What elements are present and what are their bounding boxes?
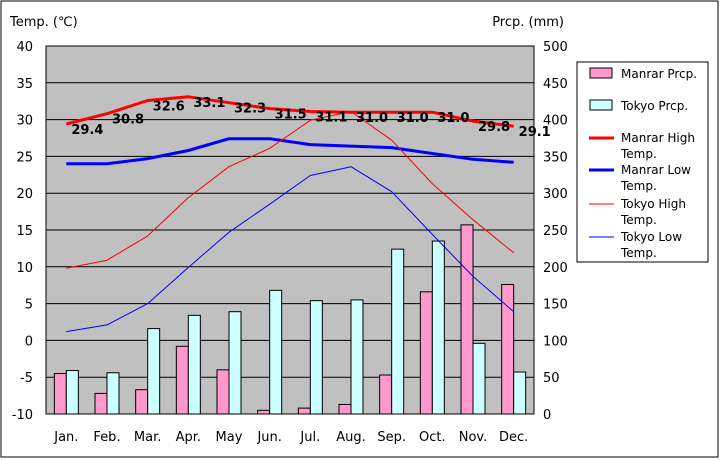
left-tick-label: -5 (20, 371, 33, 386)
tokyo-prcp-bar (431, 240, 445, 415)
manrar-high-data-label: 31.0 (397, 111, 429, 126)
legend-label: Manrar Low (621, 163, 691, 177)
manrar-high-data-label: 29.4 (71, 123, 103, 138)
x-tick-label: Mar. (134, 430, 161, 445)
manrar-low-temp-line (66, 137, 514, 166)
tokyo-prcp-bar (187, 314, 201, 415)
right-tick-label: 200 (543, 261, 568, 276)
temperature-lines (65, 95, 515, 333)
x-tick-label: Jan. (53, 430, 78, 445)
legend-swatch (589, 99, 613, 111)
left-tick-label: 10 (16, 261, 33, 276)
legend-label: Tokyo Low (620, 230, 682, 244)
x-tick-label: May (216, 430, 243, 445)
right-tick-label: 400 (543, 114, 568, 129)
legend-swatch (589, 67, 613, 79)
x-axis-ticks: Jan. Feb. Mar. Apr. May Jun. Jul. Aug. Sep. Oct. N… (53, 430, 528, 445)
tokyo-prcp-bar (309, 300, 323, 415)
left-axis-title: Temp. (℃) (9, 15, 78, 30)
x-tick-label: Feb. (93, 430, 120, 445)
data-labels: 29.4 30.8 32.6 33.1 32.3 31.5 31.1 31.0 31.0 31.0… (71, 96, 550, 140)
left-tick-label: 25 (16, 150, 33, 165)
manrar-high-data-label: 31.0 (356, 111, 388, 126)
manrar-prcp-bar (338, 403, 352, 415)
manrar-high-data-label: 32.3 (234, 102, 266, 117)
right-tick-label: 300 (543, 187, 568, 202)
left-tick-label: 15 (16, 224, 33, 239)
x-tick-label: Dec. (499, 430, 528, 445)
manrar-prcp-bar (297, 407, 311, 415)
manrar-high-data-label: 31.5 (275, 108, 307, 123)
legend-label: Temp. (620, 147, 657, 161)
legend-label: Manrar Prcp. (621, 67, 697, 81)
legend-label: Temp. (620, 213, 657, 227)
manrar-prcp-bar (419, 291, 433, 415)
left-tick-label: 20 (16, 187, 33, 202)
legend-label: Temp. (620, 246, 657, 260)
right-tick-label: 250 (543, 224, 568, 239)
manrar-high-data-label: 29.8 (478, 120, 510, 135)
manrar-high-data-label: 29.1 (519, 125, 551, 140)
plot-frame (45, 45, 535, 415)
left-tick-label: 30 (16, 114, 33, 129)
manrar-prcp-bar (135, 389, 149, 415)
tokyo-prcp-bar (513, 371, 527, 415)
x-tick-label: Oct. (419, 430, 446, 445)
right-tick-label: 50 (543, 371, 560, 386)
manrar-high-data-label: 32.6 (153, 99, 185, 114)
x-tick-label: Aug. (336, 430, 366, 445)
right-tick-label: 500 (543, 40, 568, 55)
manrar-prcp-bar (94, 392, 108, 415)
right-tick-label: 350 (543, 150, 568, 165)
right-tick-label: 100 (543, 334, 568, 349)
tokyo-prcp-bar (147, 328, 161, 415)
x-tick-label: Apr. (176, 430, 201, 445)
manrar-prcp-bar (379, 374, 393, 415)
left-tick-label: -10 (12, 408, 33, 423)
legend-label: Tokyo High (620, 197, 686, 211)
legend: Manrar Prcp. Tokyo Prcp. Manrar High Temp. M… (589, 67, 697, 260)
right-tick-label: 0 (543, 408, 551, 423)
manrar-high-data-label: 31.0 (437, 111, 469, 126)
manrar-high-temp-line (65, 95, 514, 128)
left-axis-ticks: 40 35 30 25 20 15 10 5 0 -5 -10 (12, 40, 33, 423)
manrar-high-data-label: 31.1 (315, 111, 347, 126)
left-tick-label: 5 (25, 298, 33, 313)
manrar-prcp-bar (257, 409, 271, 415)
left-tick-label: 35 (16, 77, 33, 92)
x-tick-label: Nov. (459, 430, 488, 445)
tokyo-prcp-bar (350, 299, 364, 415)
right-tick-label: 150 (543, 298, 568, 313)
tokyo-prcp-bar (228, 311, 242, 415)
tokyo-prcp-bar (106, 372, 120, 415)
legend-box (576, 61, 709, 263)
legend-label: Manrar High (621, 131, 695, 145)
tokyo-low-temp-line (66, 166, 515, 333)
manrar-prcp-bar (216, 369, 230, 415)
manrar-high-data-label: 30.8 (112, 113, 144, 128)
legend-label: Temp. (620, 179, 657, 193)
tokyo-prcp-bar (391, 248, 405, 415)
tokyo-high-temp-line (66, 111, 515, 269)
x-tick-label: Jul. (299, 430, 320, 445)
left-tick-label: 40 (16, 40, 33, 55)
x-tick-label: Sep. (377, 430, 406, 445)
left-tick-label: 0 (25, 334, 33, 349)
right-tick-label: 450 (543, 77, 568, 92)
manrar-prcp-bar (501, 283, 515, 415)
legend-label: Tokyo Prcp. (620, 99, 688, 113)
tokyo-prcp-bar (472, 342, 486, 415)
manrar-high-data-label: 33.1 (193, 96, 225, 111)
tokyo-prcp-bar (269, 289, 283, 415)
manrar-prcp-bar (460, 224, 474, 415)
x-tick-label: Jun. (256, 430, 281, 445)
manrar-prcp-bar (175, 345, 189, 415)
manrar-prcp-bar (53, 373, 67, 415)
right-axis-title: Prcp. (mm) (492, 15, 564, 30)
tokyo-prcp-bar (65, 370, 79, 415)
